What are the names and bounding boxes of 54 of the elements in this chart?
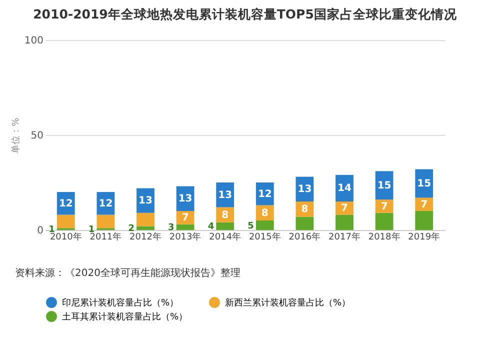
bar xyxy=(136,226,154,230)
x-tick-label: 2019年 xyxy=(408,232,440,242)
data-label: 3 xyxy=(168,223,174,234)
bar xyxy=(375,200,394,213)
bar xyxy=(336,214,354,230)
bar xyxy=(96,214,115,228)
data-label: 7 xyxy=(182,212,189,224)
bar xyxy=(176,224,194,230)
bar xyxy=(415,211,434,230)
data-label: 8 xyxy=(301,204,308,216)
x-tick-label: 2018年 xyxy=(368,232,400,242)
x-tick-label: 2012年 xyxy=(130,232,162,242)
data-label: 8 xyxy=(222,210,229,221)
legend-label: 新西兰累计装机容量占比（%） xyxy=(225,298,351,309)
x-tick-label: 2016年 xyxy=(288,232,321,242)
bar xyxy=(56,214,75,228)
x-tick-label: 2011年 xyxy=(90,232,122,242)
data-label: 13 xyxy=(138,196,152,207)
bar xyxy=(176,211,194,224)
y-tick-label: 0 xyxy=(37,226,44,236)
data-label: 7 xyxy=(380,201,388,212)
y-tick-label: 50 xyxy=(30,130,44,142)
x-tick-label: 2013年 xyxy=(169,232,202,242)
data-label: 12 xyxy=(58,198,73,210)
x-tick-label: 2015年 xyxy=(248,232,281,242)
bar xyxy=(415,198,434,211)
data-label: 4 xyxy=(208,222,214,232)
bar xyxy=(375,212,394,230)
chart-title: 2010-2019年全球地热发电累计装机容量TOP5国家占全球比重变化情况 xyxy=(33,6,458,22)
x-tick-label: 2017年 xyxy=(328,232,360,242)
bar xyxy=(256,220,274,230)
data-label: 13 xyxy=(218,190,232,201)
data-label: 14 xyxy=(338,183,352,194)
bar xyxy=(296,216,314,230)
data-label: 8 xyxy=(261,208,268,219)
data-label: 15 xyxy=(417,178,432,190)
data-label: 5 xyxy=(248,221,254,232)
data-label: 12 xyxy=(98,198,113,210)
legend-label: 印尼累计装机容量占比（%） xyxy=(62,298,179,309)
x-tick-label: 2010年 xyxy=(50,232,82,242)
x-tick-label: 2014年 xyxy=(209,232,242,242)
data-label: 12 xyxy=(258,188,272,200)
data-label: 7 xyxy=(341,203,348,214)
data-label: 15 xyxy=(377,180,392,192)
data-label: 13 xyxy=(298,184,312,196)
data-label: 13 xyxy=(178,194,192,205)
text: 资料来源：《2020全球可再生能源现状报告》整理 xyxy=(15,267,240,279)
data-label: 7 xyxy=(420,199,428,210)
bar xyxy=(136,212,154,226)
y-axis-title: 单位：% xyxy=(10,117,22,154)
y-tick-label: 100 xyxy=(24,36,44,46)
legend-label: 土耳其累计装机容量占比（%） xyxy=(62,312,188,322)
bar xyxy=(216,222,234,230)
bar xyxy=(336,202,354,215)
